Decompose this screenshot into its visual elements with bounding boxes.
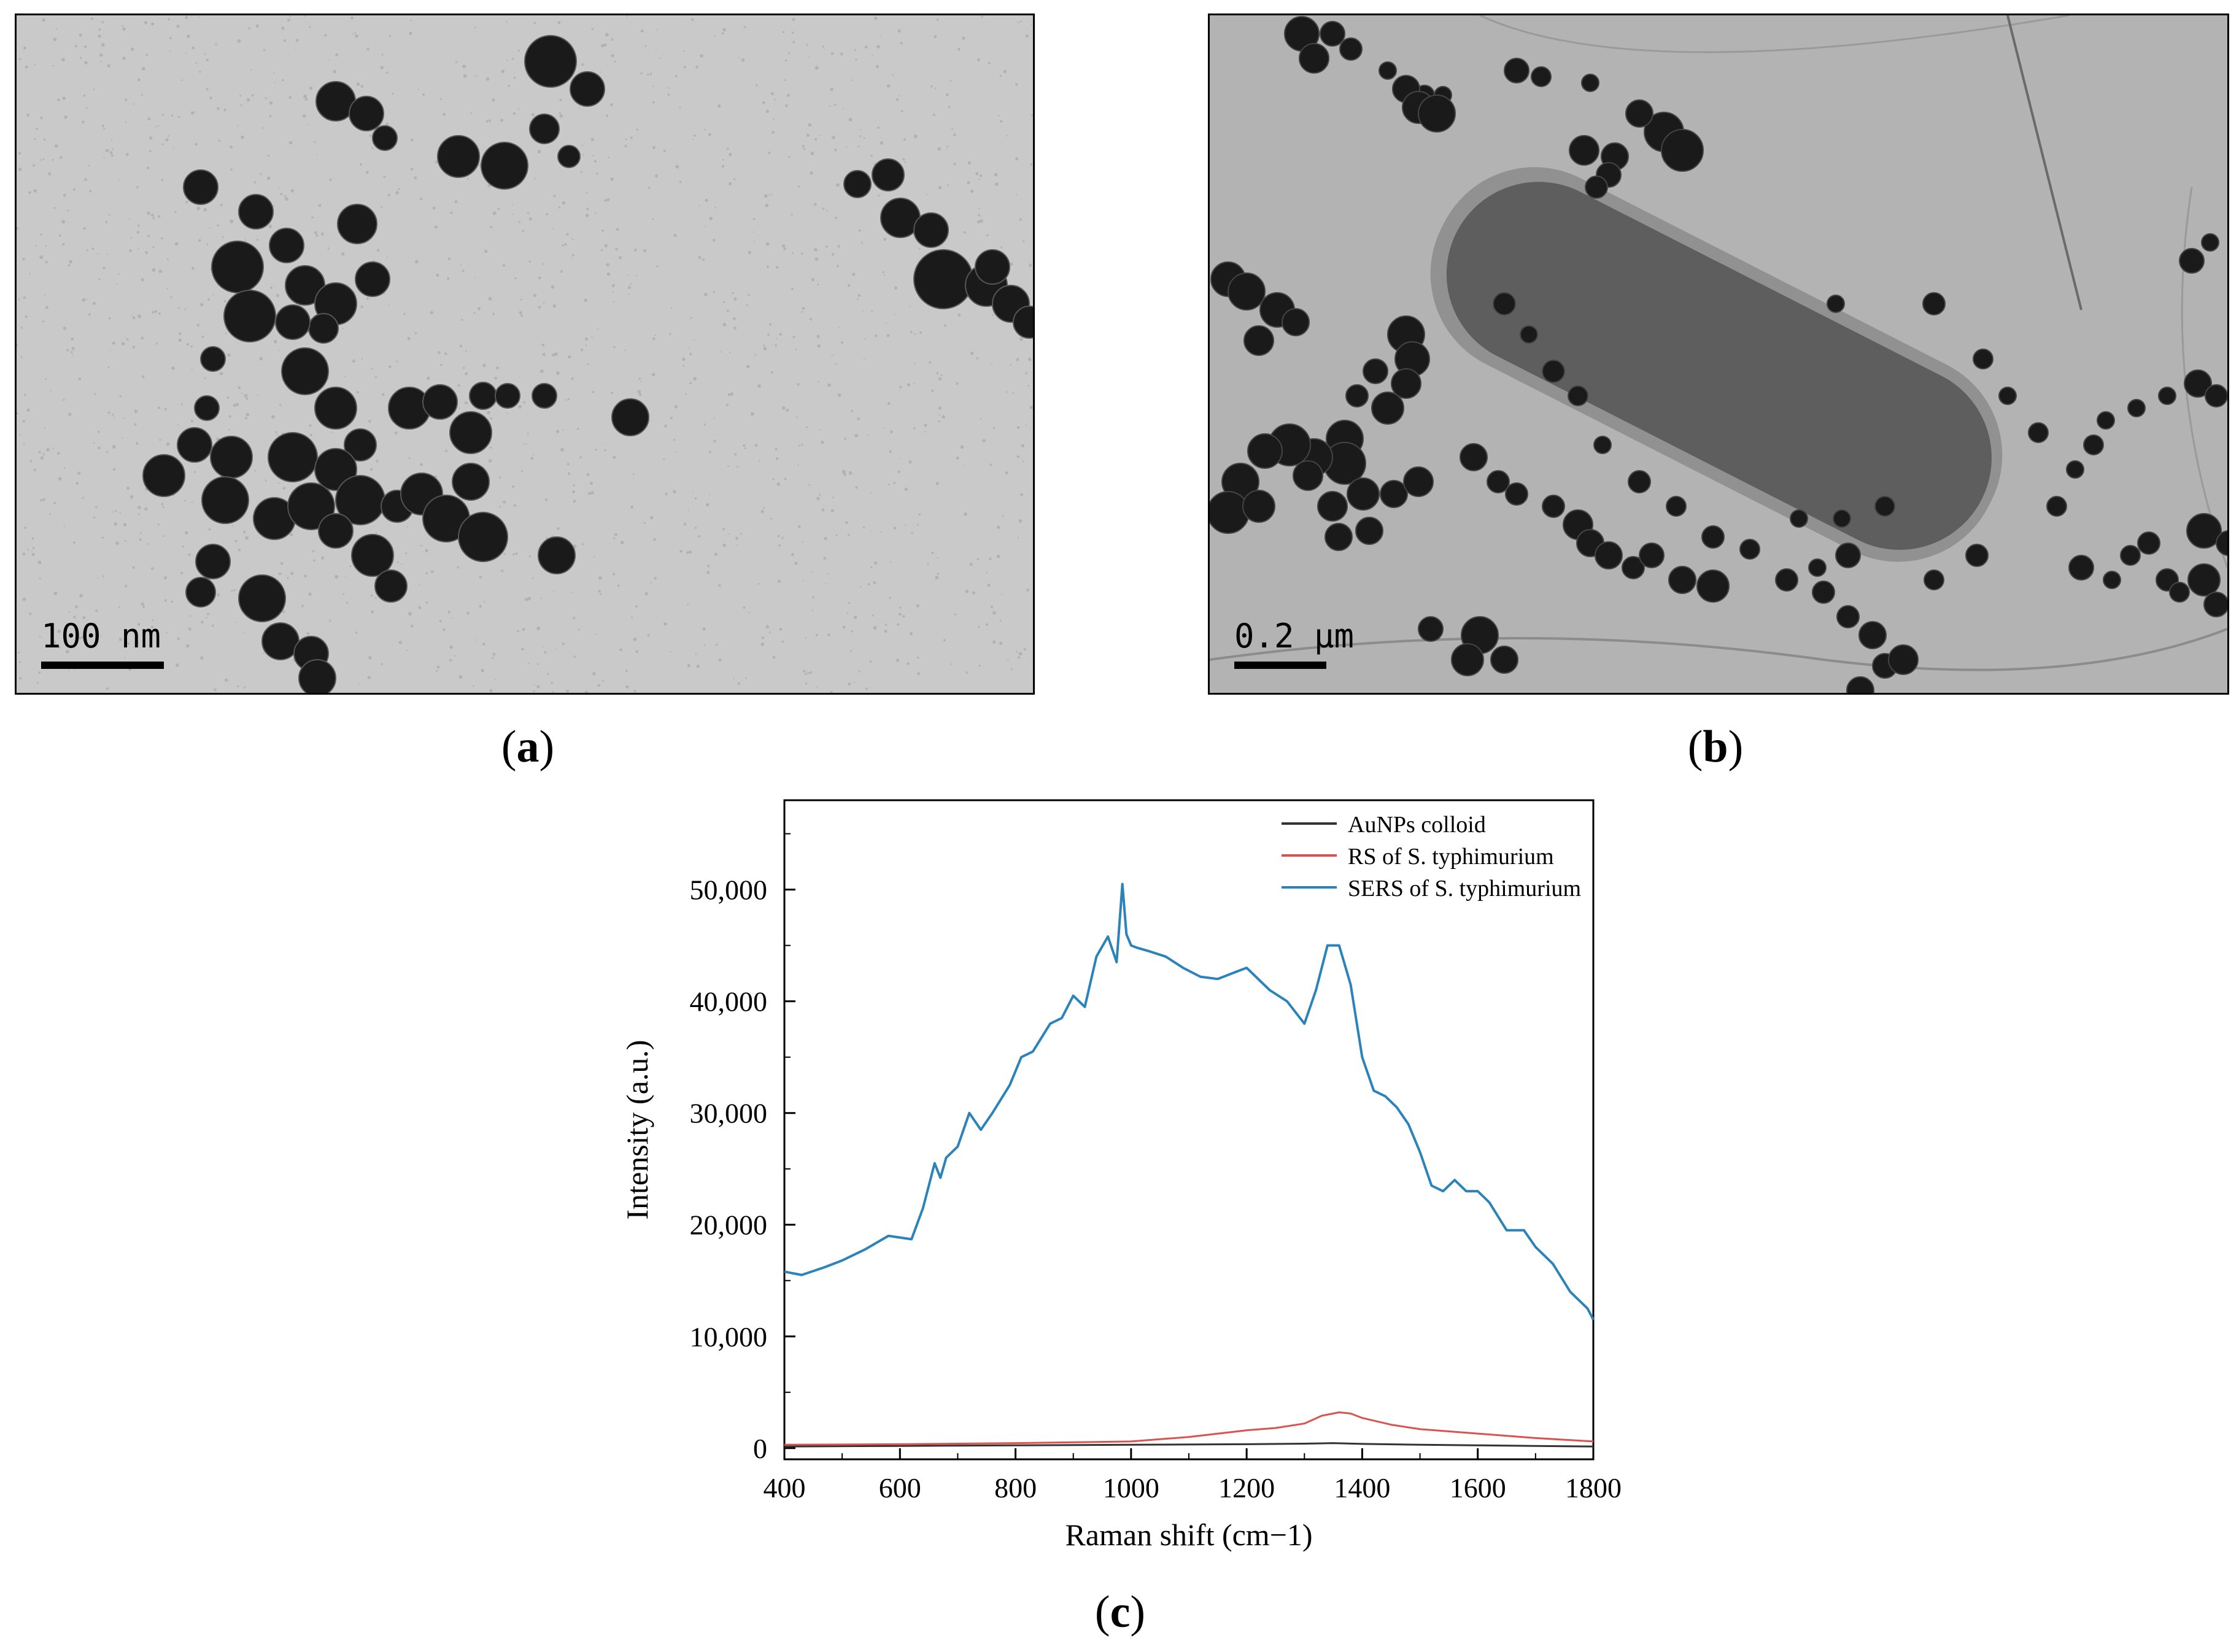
y-tick-label: 20,000 <box>690 1210 768 1241</box>
gold-nanoparticles-a <box>142 35 1033 693</box>
y-tick-label: 10,000 <box>690 1321 768 1353</box>
panel-label-c: (c) <box>1094 1587 1146 1637</box>
legend-label-3: SERS of S. typhimurium <box>1348 876 1581 901</box>
chart-axis-labels: Raman shift (cm−1) Intensity (a.u.) <box>620 1040 1313 1552</box>
y-tick-label: 50,000 <box>690 874 768 906</box>
legend-label-1: AuNPs colloid <box>1348 812 1486 838</box>
y-tick-label: 40,000 <box>690 986 768 1017</box>
series-line-3 <box>784 882 1595 1321</box>
legend-label-2: RS of S. typhimurium <box>1348 844 1554 870</box>
x-tick-label: 600 <box>879 1472 921 1503</box>
scale-bar-a-line <box>41 662 164 669</box>
chart-axes: 400 600 800 1000 1200 1400 1600 1800 0 10,000 20,0… <box>690 799 1622 1503</box>
gold-nanoparticles-b <box>1210 16 2227 693</box>
series-line-2 <box>784 1411 1594 1446</box>
x-tick-label: 800 <box>994 1472 1037 1503</box>
tem-micrograph-a <box>17 15 1033 693</box>
y-axis-label: Intensity (a.u.) <box>620 1040 654 1220</box>
tem-micrograph-b <box>1210 15 2227 693</box>
chart-series-lines <box>784 882 1595 1448</box>
x-tick-label: 1800 <box>1565 1472 1622 1503</box>
panel-label-a: (a) <box>501 722 555 772</box>
tem-image-a: 100 nm <box>15 14 1035 695</box>
film-texture-a <box>17 15 1033 693</box>
panel-label-b: (b) <box>1687 722 1744 772</box>
tem-background-a <box>17 15 1033 693</box>
tem-image-b: 0.2 μm <box>1208 14 2229 695</box>
x-tick-label: 1600 <box>1450 1472 1506 1503</box>
x-tick-label: 1400 <box>1334 1472 1390 1503</box>
chart-legend: AuNPs colloid RS of S. typhimurium SERS of… <box>1282 812 1581 901</box>
y-tick-label: 0 <box>753 1433 767 1464</box>
bacterium-cell <box>1430 167 2003 562</box>
y-tick-label: 30,000 <box>690 1098 768 1129</box>
x-tick-label: 1000 <box>1103 1472 1159 1503</box>
x-tick-label: 1200 <box>1218 1472 1275 1503</box>
scale-bar-b-label: 0.2 μm <box>1234 617 1355 655</box>
x-axis-label: Raman shift (cm−1) <box>1065 1518 1312 1552</box>
scale-bar-a-label: 100 nm <box>41 617 161 655</box>
x-tick-label: 400 <box>764 1472 806 1503</box>
scale-bar-b-line <box>1234 662 1326 669</box>
series-line-1 <box>784 1442 1594 1448</box>
